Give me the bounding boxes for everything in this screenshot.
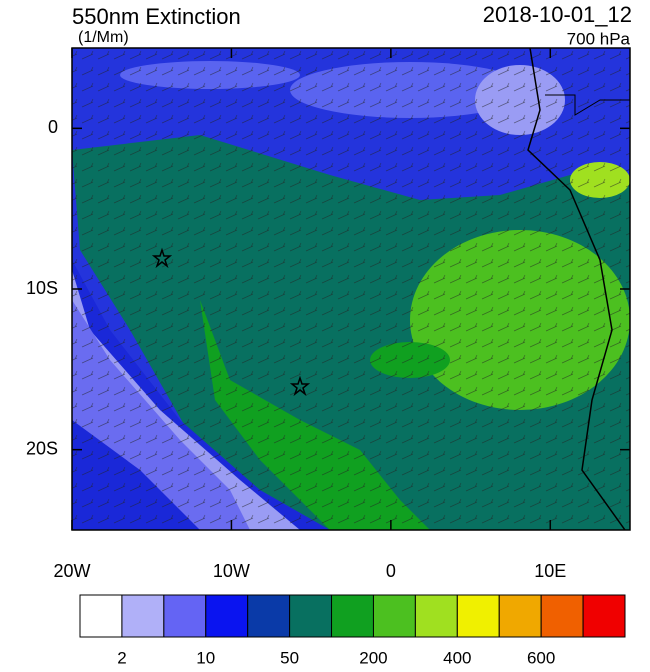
colorbar-box xyxy=(289,594,333,638)
level: 700 hPa xyxy=(567,29,631,48)
map-title: 550nm Extinction xyxy=(72,4,241,29)
colorbar-label: 600 xyxy=(527,648,555,667)
colorbar-box xyxy=(205,594,249,638)
colorbar-box xyxy=(540,594,584,638)
x-tick-label: 10E xyxy=(534,561,566,581)
axes: 20W 10W 0 10E 0 10S 20S xyxy=(26,48,630,581)
colorbar-box xyxy=(247,594,291,638)
colorbar: 2 10 50 200 400 600 xyxy=(79,594,626,667)
units: (1/Mm) xyxy=(78,29,129,46)
map-field xyxy=(72,48,630,530)
y-tick-label: 10S xyxy=(26,278,58,298)
time: 2018-10-01_12 xyxy=(483,2,632,27)
colorbar-box xyxy=(456,594,500,638)
colorbar-label: 400 xyxy=(443,648,471,667)
colorbar-box xyxy=(121,594,165,638)
colorbar-box xyxy=(331,594,374,638)
colorbar-label: 10 xyxy=(196,648,215,667)
colorbar-box xyxy=(163,594,207,638)
colorbar-box xyxy=(498,594,542,638)
y-tick-label: 0 xyxy=(48,117,58,137)
colorbar-box xyxy=(372,594,416,638)
x-tick-label: 20W xyxy=(53,561,90,581)
colorbar-box xyxy=(414,594,458,638)
colorbar-label: 2 xyxy=(117,648,126,667)
x-tick-label: 10W xyxy=(213,561,250,581)
colorbar-box xyxy=(79,594,123,638)
colorbar-label: 50 xyxy=(280,648,299,667)
x-tick-label: 0 xyxy=(386,561,396,581)
colorbar-label: 200 xyxy=(359,648,387,667)
colorbar-box xyxy=(582,594,626,638)
y-tick-label: 20S xyxy=(26,438,58,458)
